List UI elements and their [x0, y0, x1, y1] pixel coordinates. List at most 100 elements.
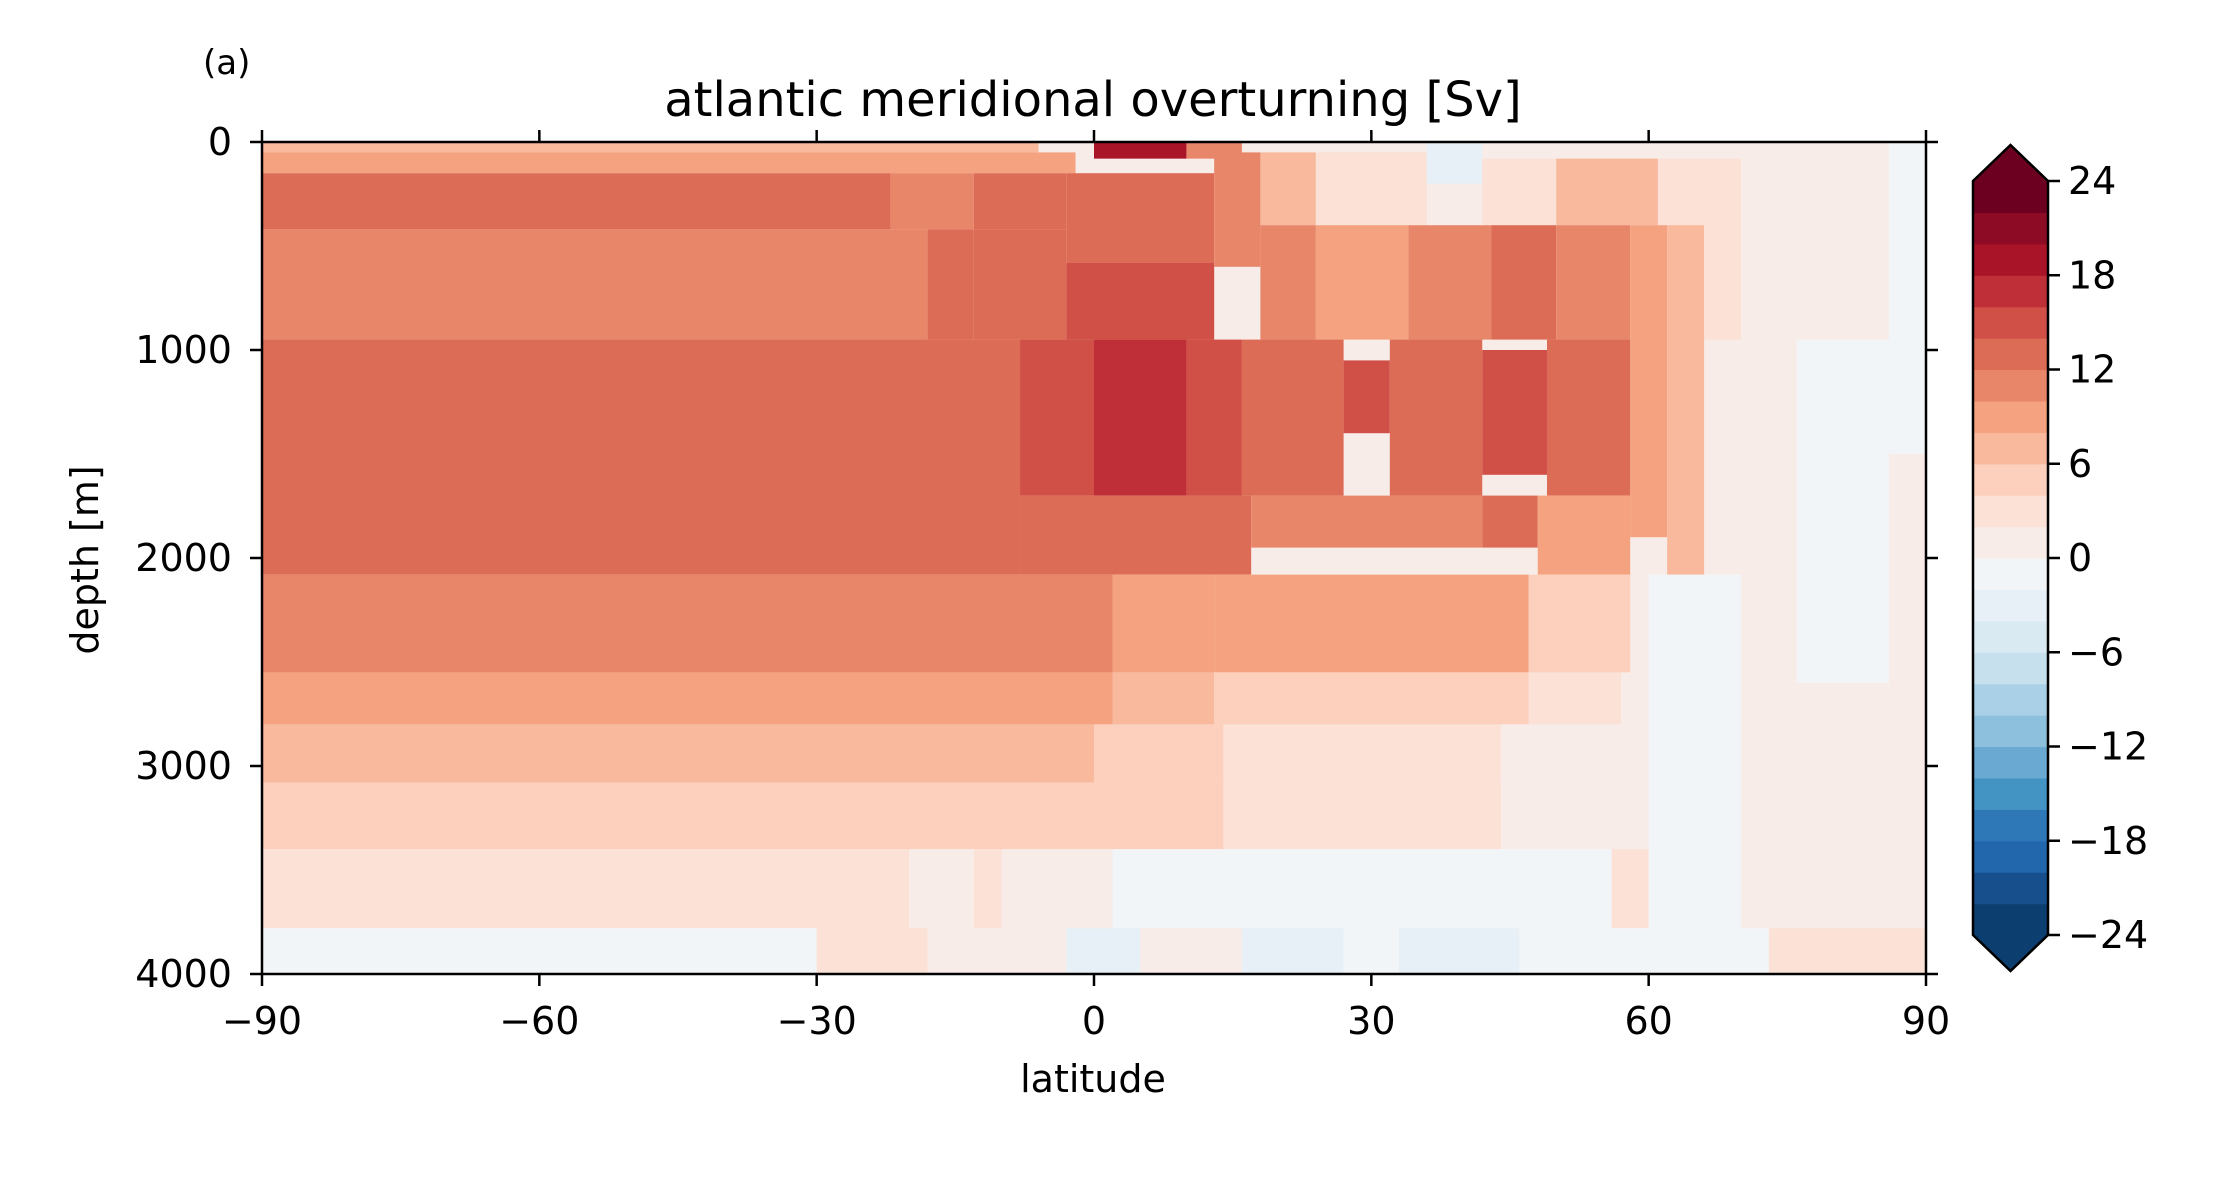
heatmap-cell: [1408, 225, 1492, 340]
heatmap-cell: [1611, 849, 1649, 929]
heatmap-cell: [1630, 225, 1668, 538]
heatmap-cell: [262, 724, 1094, 783]
colorbar-extend-top: [1973, 145, 2048, 181]
colorbar-tick-label: 12: [2068, 348, 2116, 392]
y-tick-label: 0: [208, 120, 232, 164]
heatmap-cell: [262, 672, 1113, 725]
colorbar-segment: [1973, 809, 2048, 842]
x-axis-ticks: −90 −60 −30 0 30 60 90: [222, 130, 1950, 1043]
heatmap-cell: [1482, 158, 1557, 226]
heatmap-cell: [890, 173, 974, 230]
heatmap-cell: [973, 229, 1067, 340]
colorbar-segment: [1973, 903, 2048, 936]
heatmap-cell: [1260, 225, 1316, 340]
colorbar-segment: [1973, 369, 2048, 402]
heatmap-cell: [1528, 574, 1631, 673]
x-tick-label: −90: [222, 999, 302, 1043]
heatmap-cell: [1214, 574, 1529, 673]
x-tick-label: 60: [1624, 999, 1672, 1043]
heatmap-cell: [1241, 339, 1344, 496]
heatmap-cell: [1556, 158, 1658, 226]
heatmap-cell: [1066, 173, 1215, 263]
heatmap-cell: [1066, 262, 1215, 340]
colorbar-segment: [1973, 400, 2048, 433]
x-tick-label: 0: [1082, 999, 1106, 1043]
colorbar-segment: [1973, 432, 2048, 465]
heatmap-cell: [1241, 928, 1344, 974]
heatmap-cell: [1657, 158, 1705, 226]
heatmap-cell: [1112, 849, 1242, 929]
y-axis-ticks: 0 1000 2000 3000 4000: [135, 120, 1938, 996]
heatmap-cell: [816, 928, 928, 974]
heatmap-cell: [1186, 339, 1242, 496]
heatmap-cell: [1389, 339, 1483, 496]
heatmap-cell: [1315, 225, 1409, 340]
colorbar-segment: [1973, 275, 2048, 308]
colorbar-segment: [1973, 212, 2048, 245]
colorbar-extend-bottom: [1973, 935, 2048, 971]
heatmap-cell: [1537, 495, 1631, 575]
colorbar-tick-label: 24: [2068, 159, 2116, 203]
colorbar-segment: [1973, 620, 2048, 653]
colorbar-segment: [1973, 746, 2048, 779]
heatmap-cell: [1223, 724, 1501, 783]
heatmap-cell: [1500, 724, 1649, 783]
colorbar-segment: [1973, 652, 2048, 685]
heatmap-cell: [1768, 928, 1926, 974]
heatmap-cell: [1214, 672, 1529, 725]
colorbar-segment: [1973, 715, 2048, 748]
colorbar-segment: [1973, 338, 2048, 371]
heatmap-cell: [1556, 225, 1631, 340]
heatmap-cell: [1066, 928, 1141, 974]
heatmap-cell: [1648, 574, 1742, 929]
heatmap-cell: [1704, 158, 1742, 340]
heatmap-cell: [262, 173, 891, 230]
colorbar-tick-label: 6: [2068, 442, 2092, 486]
colorbar-segment: [1973, 589, 2048, 622]
colorbar-segment: [1973, 872, 2048, 905]
y-axis-label: depth [m]: [63, 465, 107, 654]
heatmap-cell: [262, 928, 817, 974]
heatmap-cell: [927, 229, 974, 340]
heatmap-cell: [1112, 574, 1215, 673]
colorbar-segment: [1973, 777, 2048, 810]
heatmap-cell: [1546, 339, 1631, 496]
colorbar-tick-label: −24: [2068, 913, 2148, 957]
heatmap-cell: [1426, 142, 1483, 184]
heatmap-cell: [1519, 928, 1769, 974]
heatmap-cell: [1399, 928, 1520, 974]
heatmap-cell: [1112, 672, 1215, 725]
y-tick-label: 3000: [135, 744, 232, 788]
heatmap-cell: [1260, 152, 1316, 226]
x-tick-label: 90: [1902, 999, 1950, 1043]
heatmap-cell: [1491, 225, 1557, 340]
heatmap-cell: [973, 849, 1002, 929]
colorbar-segment: [1973, 840, 2048, 873]
heatmap-cell: [1038, 782, 1224, 850]
heatmap-cell: [1094, 339, 1187, 496]
heatmap-cell: [1020, 495, 1252, 575]
x-tick-label: −30: [777, 999, 857, 1043]
heatmap-cell: [1315, 152, 1427, 226]
heatmap-cell: [262, 849, 910, 929]
heatmap-cell: [1020, 339, 1094, 496]
colorbar-tick-label: −12: [2068, 725, 2148, 769]
colorbar-segment: [1973, 243, 2048, 276]
heatmap-cell: [1251, 495, 1483, 548]
heatmap-cell: [1796, 339, 1890, 683]
chart-title: atlantic meridional overturning [Sv]: [664, 72, 1522, 128]
heatmap-cell: [262, 574, 1113, 673]
colorbar-segment: [1973, 526, 2048, 559]
heatmap-cell: [262, 142, 1039, 153]
panel-label: (a): [203, 43, 250, 83]
x-tick-label: 30: [1347, 999, 1395, 1043]
colorbar-segment: [1973, 181, 2048, 214]
y-tick-label: 4000: [135, 952, 232, 996]
y-tick-label: 2000: [135, 536, 232, 580]
heatmap-cell: [973, 173, 1067, 230]
heatmap-cell: [262, 229, 928, 340]
y-tick-label: 1000: [135, 328, 232, 372]
heatmap: [262, 142, 1926, 974]
colorbar-tick-label: 18: [2068, 253, 2116, 297]
